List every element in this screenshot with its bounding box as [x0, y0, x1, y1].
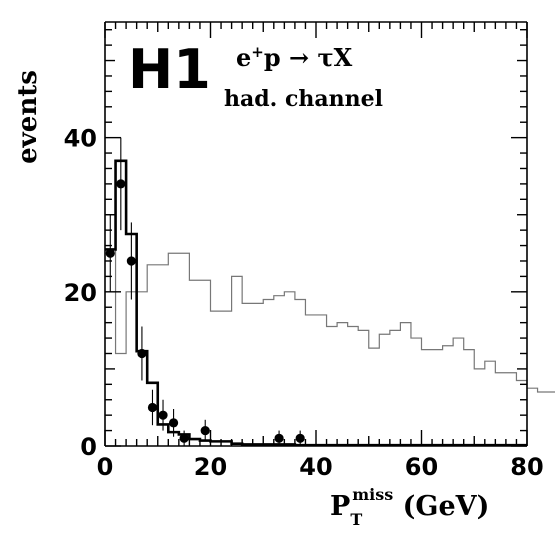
- x-tick-label: 0: [97, 453, 114, 481]
- histogram-layer: [105, 159, 555, 447]
- data-point: [137, 326, 147, 381]
- data-point-marker: [200, 425, 210, 436]
- data-point-marker: [158, 410, 168, 420]
- data-point: [168, 408, 179, 437]
- data-point: [200, 419, 210, 442]
- x-tick-label: 80: [510, 453, 543, 481]
- data-point-marker: [137, 348, 147, 359]
- data-point: [147, 389, 158, 426]
- data-point: [126, 222, 136, 300]
- y-axis-label: events: [13, 70, 43, 164]
- axes-layer: 0 20 40 60 80 0 20 40: [64, 21, 544, 481]
- channel-label: had. channel: [224, 86, 383, 112]
- y-tick-label: 40: [64, 125, 97, 153]
- x-axis-label-sub: T: [350, 510, 362, 529]
- x-axis-label-base: P: [330, 491, 350, 522]
- data-point-marker: [168, 418, 179, 428]
- data-point: [295, 430, 305, 446]
- data-point: [179, 430, 189, 446]
- data-point: [116, 137, 126, 231]
- data-point: [105, 214, 115, 292]
- x-axis-label-unit: (GeV): [393, 491, 489, 522]
- x-axis-label-sup: miss: [352, 485, 393, 504]
- x-tick-label: 20: [194, 453, 227, 481]
- process-label-rest: p → τX: [264, 43, 353, 72]
- thin-histogram-line: [105, 214, 555, 393]
- data-point-marker: [105, 248, 115, 258]
- process-label-e: e: [236, 43, 251, 72]
- data-point-marker: [126, 256, 136, 266]
- y-tick-label: 20: [64, 279, 97, 307]
- data-point-marker: [179, 433, 189, 443]
- x-axis-label: PTmiss (GeV): [330, 485, 489, 529]
- y-tick-label: 0: [80, 433, 97, 461]
- thick-histogram-line: [105, 159, 527, 447]
- data-point-marker: [116, 179, 126, 189]
- data-point: [158, 399, 168, 431]
- data-points-layer: [105, 137, 305, 446]
- process-label: e+p → τX: [236, 43, 353, 72]
- data-point-marker: [147, 402, 158, 413]
- process-label-sup: +: [251, 43, 264, 61]
- data-point: [274, 430, 284, 446]
- x-tick-label: 40: [299, 453, 332, 481]
- data-point-marker: [295, 433, 305, 443]
- experiment-logo: H1: [128, 38, 211, 101]
- x-tick-label: 60: [405, 453, 438, 481]
- data-point-marker: [274, 433, 284, 443]
